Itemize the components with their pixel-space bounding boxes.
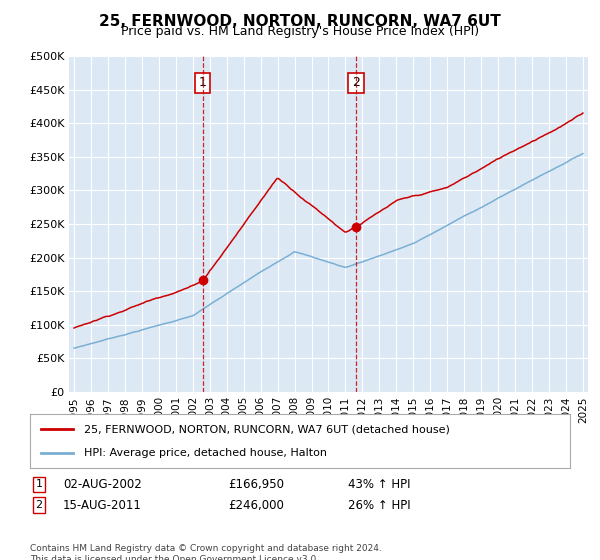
Text: 25, FERNWOOD, NORTON, RUNCORN, WA7 6UT: 25, FERNWOOD, NORTON, RUNCORN, WA7 6UT bbox=[99, 14, 501, 29]
Text: £246,000: £246,000 bbox=[228, 498, 284, 512]
Text: 2: 2 bbox=[35, 500, 43, 510]
Text: 26% ↑ HPI: 26% ↑ HPI bbox=[348, 498, 410, 512]
Text: 15-AUG-2011: 15-AUG-2011 bbox=[63, 498, 142, 512]
Text: Price paid vs. HM Land Registry's House Price Index (HPI): Price paid vs. HM Land Registry's House … bbox=[121, 25, 479, 38]
Text: HPI: Average price, detached house, Halton: HPI: Average price, detached house, Halt… bbox=[84, 447, 327, 458]
Text: 25, FERNWOOD, NORTON, RUNCORN, WA7 6UT (detached house): 25, FERNWOOD, NORTON, RUNCORN, WA7 6UT (… bbox=[84, 424, 450, 435]
Text: 2: 2 bbox=[352, 76, 360, 90]
Text: 43% ↑ HPI: 43% ↑ HPI bbox=[348, 478, 410, 491]
Text: 1: 1 bbox=[199, 76, 206, 90]
Text: £166,950: £166,950 bbox=[228, 478, 284, 491]
Text: 02-AUG-2002: 02-AUG-2002 bbox=[63, 478, 142, 491]
Text: Contains HM Land Registry data © Crown copyright and database right 2024.
This d: Contains HM Land Registry data © Crown c… bbox=[30, 544, 382, 560]
Text: 1: 1 bbox=[35, 479, 43, 489]
